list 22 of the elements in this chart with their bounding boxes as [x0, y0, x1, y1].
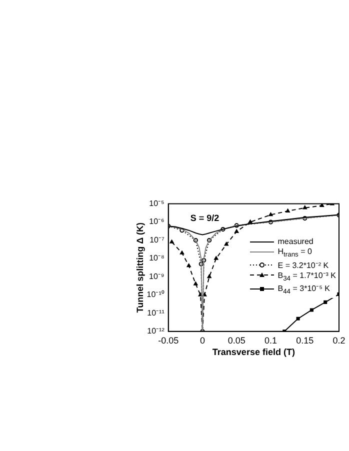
- y-tick-label: 10⁻⁶: [149, 217, 164, 226]
- y-tick-label: 10⁻⁸: [149, 254, 164, 263]
- x-tick-label: 0.2: [332, 335, 346, 346]
- x-tick-label: -0.05: [158, 335, 179, 346]
- x-tick-label: 0.05: [228, 335, 246, 346]
- legend-label: H$_{trans}$ = 0: [278, 246, 312, 259]
- x-tick-label: 0: [200, 335, 205, 346]
- y-tick-label: 10⁻⁹: [149, 272, 164, 281]
- y-tick-label: 10⁻¹²: [147, 326, 165, 336]
- x-tick-label: 0.1: [264, 335, 278, 346]
- x-tick-label: 0.15: [296, 335, 314, 346]
- y-axis-title: Tunnel splitting Δ (K): [134, 222, 145, 313]
- x-axis-title: Transverse field (T): [212, 347, 295, 358]
- y-tick-label: 10⁻¹⁰: [146, 290, 164, 300]
- y-tick-label: 10⁻⁷: [150, 235, 164, 244]
- legend-label: measured: [278, 236, 314, 246]
- legend-label: E = 3.2*10⁻² K: [278, 260, 329, 270]
- legend-label: B$_{44}$ = 3*10⁻⁵ K: [278, 284, 330, 296]
- legend-label: B$_{34}$ = 1.7*10⁻³ K: [278, 270, 336, 282]
- y-tick-label: 10⁻⁵: [149, 199, 164, 208]
- annotation: S = 9/2: [190, 212, 220, 223]
- y-tick-label: 10⁻¹¹: [147, 308, 165, 318]
